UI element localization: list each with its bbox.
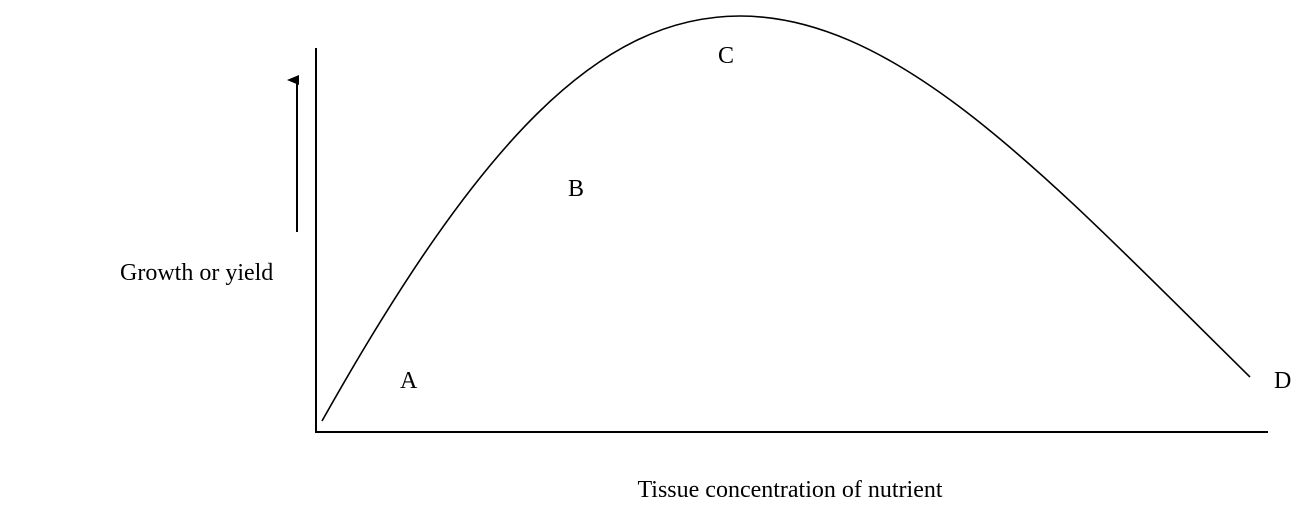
point-label: B (568, 176, 584, 202)
point-label: A (400, 368, 418, 394)
x-axis-label: Tissue concentration of nutrient (637, 477, 942, 503)
point-label: D (1274, 368, 1291, 394)
y-axis-label: Growth or yield (120, 260, 273, 286)
point-label: C (718, 43, 734, 69)
response-curve (321, 15, 1251, 422)
